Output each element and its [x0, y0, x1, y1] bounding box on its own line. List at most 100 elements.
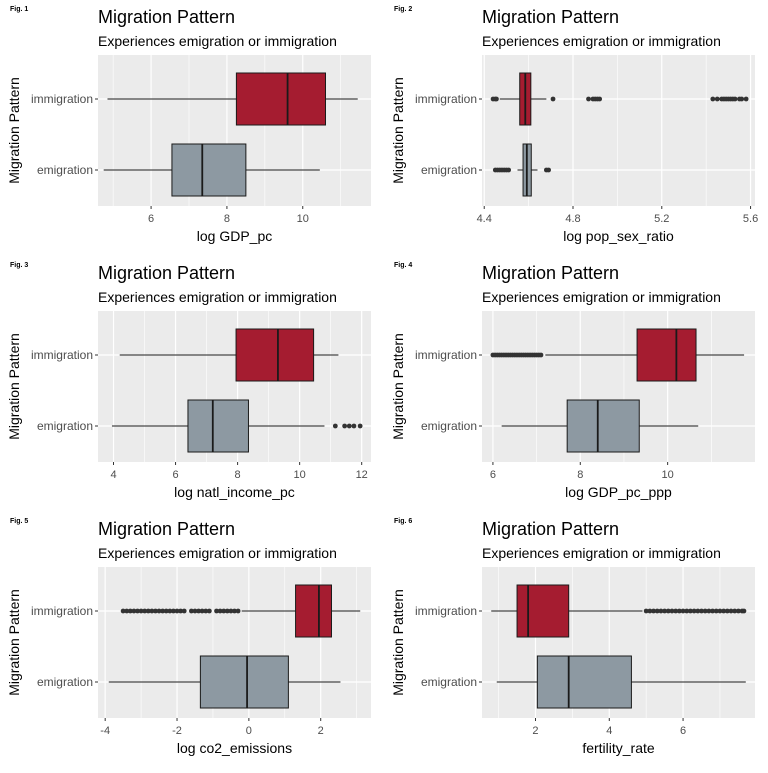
chart-subtitle: Experiences emigration or immigration: [482, 33, 721, 49]
x-tick-label: 6: [680, 725, 686, 737]
outlier-point: [351, 423, 357, 429]
outlier-point: [732, 96, 738, 102]
x-tick-label: 10: [297, 213, 309, 225]
outlier-point: [156, 608, 162, 614]
y-tick-label: immigration: [415, 348, 477, 362]
outlier-point: [699, 608, 704, 614]
y-tick-label: emigration: [421, 675, 477, 689]
fig-label: Fig. 5: [10, 518, 28, 525]
outlier-point: [702, 608, 708, 614]
y-axis-title: Migration Pattern: [6, 77, 22, 184]
chart-title: Migration Pattern: [98, 7, 235, 27]
chart-panel-6: Fig. 6 Migration Pattern Experiences emigr…: [390, 518, 755, 756]
outlier-point: [174, 608, 180, 614]
chart-panel-2: Fig. 2 Migration Pattern Experiences emigr…: [390, 6, 758, 244]
outlier-point: [739, 96, 745, 102]
box-emigration: [171, 143, 247, 197]
fig-label: Fig. 3: [10, 262, 28, 269]
outlier-point: [741, 608, 747, 614]
outlier-point: [538, 352, 544, 358]
x-tick-label: 12: [356, 469, 368, 481]
chart-subtitle: Experiences emigration or immigration: [98, 545, 337, 561]
y-tick-label: immigration: [31, 604, 93, 618]
outlier-point: [669, 608, 675, 614]
fig-label: Fig. 2: [394, 6, 412, 13]
outlier-point: [224, 608, 230, 614]
chart-title: Migration Pattern: [98, 263, 235, 283]
x-axis-title: fertility_rate: [582, 740, 655, 756]
x-axis-title: log co2_emissions: [177, 740, 292, 756]
outlier-point: [235, 608, 241, 614]
x-tick-label: 6: [490, 469, 496, 481]
y-tick-label: emigration: [37, 675, 93, 689]
x-tick-label: 8: [235, 469, 241, 481]
outlier-point: [673, 608, 679, 614]
outlier-point: [684, 608, 690, 614]
outlier-point: [153, 608, 158, 614]
y-axis-title: Migration Pattern: [390, 333, 406, 440]
outlier-point: [196, 608, 201, 614]
outlier-point: [221, 608, 227, 614]
outlier-point: [654, 608, 660, 614]
outlier-point: [713, 608, 719, 614]
x-axis-title: log natl_income_pc: [174, 484, 295, 500]
outlier-point: [662, 608, 668, 614]
chart-title: Migration Pattern: [482, 519, 619, 539]
x-tick-label: 0: [246, 725, 252, 737]
outlier-point: [680, 608, 686, 614]
x-tick-label: 4: [110, 469, 116, 481]
x-tick-label: 2: [318, 725, 324, 737]
box-emigration: [199, 655, 289, 709]
outlier-point: [691, 608, 697, 614]
x-axis-title: log GDP_pc: [197, 228, 272, 244]
y-tick-label: immigration: [415, 604, 477, 618]
chart-panel-1: Fig. 1 Migration Pattern Experiences emigr…: [6, 6, 371, 244]
x-tick-label: 2: [532, 725, 538, 737]
outlier-point: [647, 608, 653, 614]
chart-title: Migration Pattern: [98, 519, 235, 539]
outlier-point: [714, 96, 720, 102]
outlier-point: [721, 608, 727, 614]
x-tick-label: 8: [577, 469, 583, 481]
y-tick-label: emigration: [37, 163, 93, 177]
box-emigration: [187, 399, 249, 453]
box-emigration: [536, 655, 632, 709]
outlier-point: [135, 608, 140, 614]
x-tick-label: 10: [294, 469, 306, 481]
outlier-point: [217, 608, 223, 614]
outlier-point: [181, 608, 187, 614]
x-tick-label: 4.8: [565, 213, 580, 225]
chart-subtitle: Experiences emigration or immigration: [482, 545, 721, 561]
outlier-point: [728, 608, 734, 614]
outlier-point: [228, 608, 234, 614]
y-tick-label: immigration: [31, 92, 93, 106]
y-tick-label: immigration: [31, 348, 93, 362]
outlier-point: [142, 608, 148, 614]
outlier-point: [138, 608, 144, 614]
outlier-point: [658, 608, 664, 614]
outlier-point: [124, 608, 130, 614]
box-immigration: [235, 72, 326, 126]
outlier-point: [735, 608, 741, 614]
outlier-point: [163, 608, 169, 614]
x-tick-label: 8: [224, 213, 230, 225]
outlier-point: [643, 608, 649, 614]
x-axis-title: log GDP_pc_ppp: [565, 484, 672, 500]
x-tick-label: 5.2: [654, 213, 669, 225]
y-axis-title: Migration Pattern: [390, 589, 406, 696]
outlier-point: [717, 608, 723, 614]
x-tick-label: 4: [606, 725, 612, 737]
x-tick-label: -4: [100, 725, 110, 737]
chart-panel-5: Fig. 5 Migration Pattern Experiences emigr…: [6, 518, 371, 756]
y-tick-label: immigration: [415, 92, 477, 106]
x-tick-label: 6: [148, 213, 154, 225]
y-tick-label: emigration: [421, 419, 477, 433]
chart-title: Migration Pattern: [482, 263, 619, 283]
x-tick-label: 6: [172, 469, 178, 481]
outlier-point: [688, 608, 693, 614]
box-immigration: [636, 328, 697, 382]
outlier-point: [586, 96, 591, 102]
outlier-point: [192, 608, 198, 614]
outlier-point: [206, 608, 212, 614]
outlier-point: [710, 96, 716, 102]
